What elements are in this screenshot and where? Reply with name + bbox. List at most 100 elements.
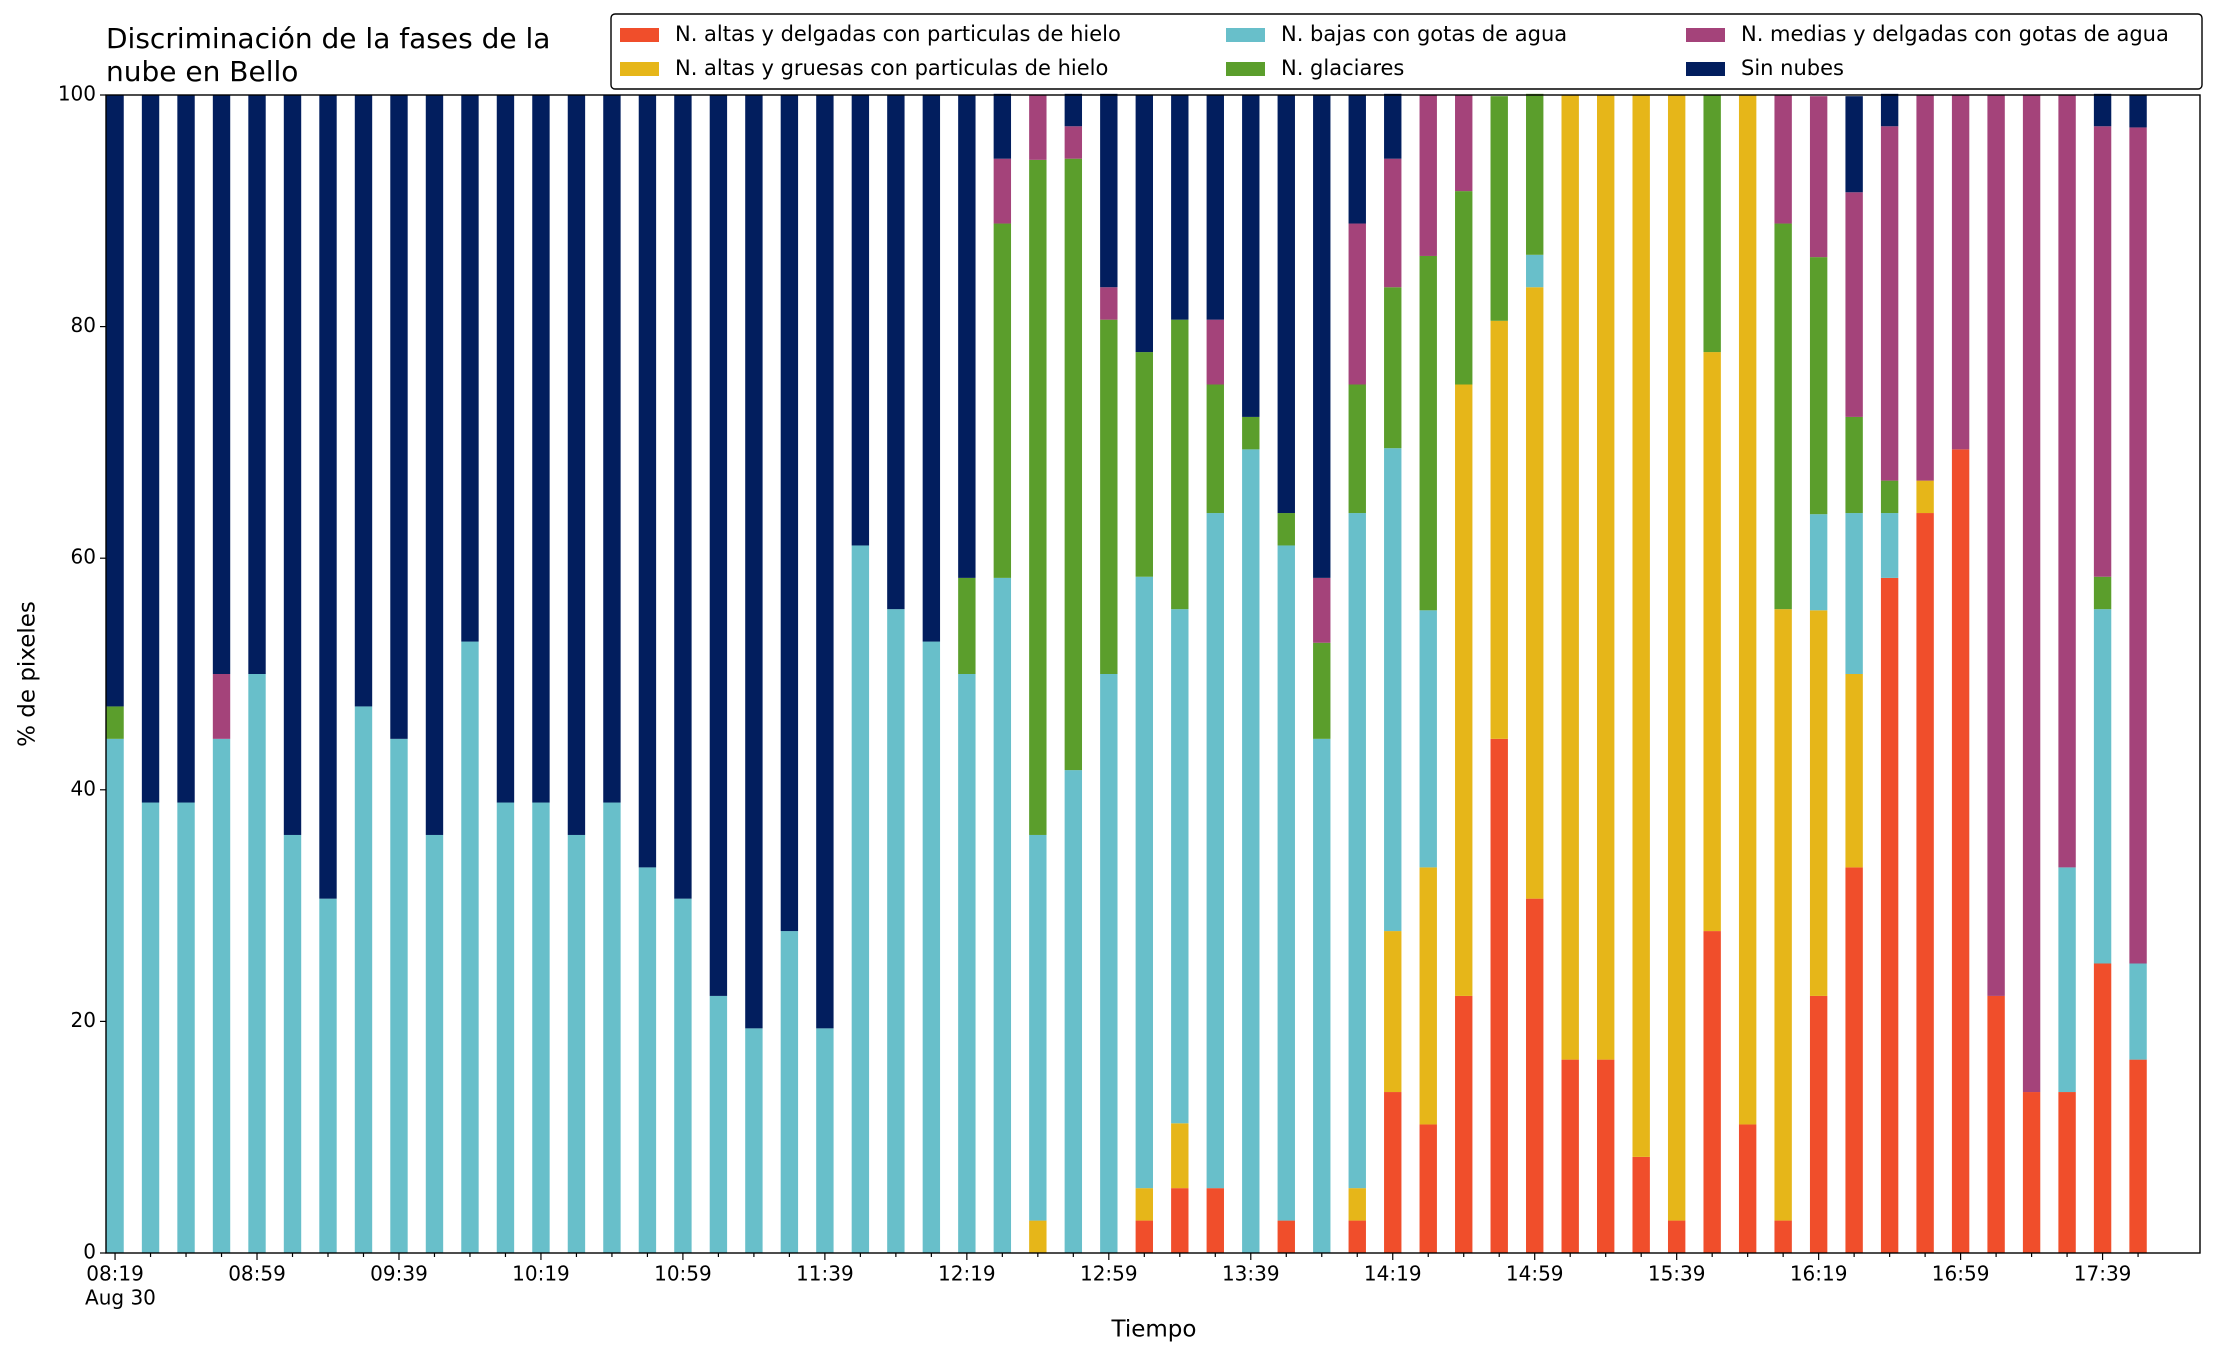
bar-segment <box>212 738 231 1253</box>
bar-segment <box>1703 931 1721 1253</box>
bar-segment <box>780 931 799 1253</box>
x-date-label: Aug 30 <box>85 1286 156 1310</box>
x-tick-label: 08:19 <box>86 1262 144 1286</box>
y-tick-label: 0 <box>83 1240 96 1264</box>
bar-segment <box>1455 95 1473 192</box>
bar-segment <box>1171 319 1189 610</box>
x-tick-label: 09:39 <box>370 1262 428 1286</box>
bar-segment <box>1455 995 1473 1253</box>
bar-segment <box>1738 95 1757 1125</box>
y-tick-label: 20 <box>71 1008 96 1032</box>
bar-segment <box>1561 1059 1579 1253</box>
bar-segment <box>887 609 905 1253</box>
bar-segment <box>745 1028 763 1253</box>
bar-segment <box>1100 93 1118 288</box>
bar-segment <box>1206 319 1224 385</box>
bar-segment <box>248 95 266 674</box>
bar-segment <box>1348 1220 1366 1253</box>
bar-segment <box>780 95 799 932</box>
bar-segment <box>1384 931 1402 1093</box>
bar-segment <box>1171 1123 1189 1189</box>
bar-segment <box>1206 384 1224 514</box>
bar-segment <box>922 95 941 642</box>
bar-segment <box>1880 513 1899 578</box>
bar-segment <box>1135 1188 1153 1221</box>
legend-box <box>610 13 2203 90</box>
bar-segment <box>1561 95 1579 1060</box>
bar-segment <box>141 95 160 803</box>
legend-swatch <box>620 62 659 76</box>
bar-segment <box>1135 95 1153 353</box>
bar-segment <box>1277 95 1295 514</box>
bar-segment <box>1738 1124 1757 1253</box>
bar-segment <box>887 95 905 610</box>
bar-segment <box>212 674 231 739</box>
x-tick-label: 13:39 <box>1222 1262 1280 1286</box>
bar-segment <box>2129 1059 2147 1253</box>
legend-label: N. altas y delgadas con particulas de hi… <box>675 22 1121 46</box>
bar-segment <box>1490 96 1508 321</box>
bar-segment <box>106 706 124 739</box>
bar-segment <box>1526 898 1544 1253</box>
bar-segment <box>851 95 870 546</box>
bar-segment <box>1809 514 1828 611</box>
legend-label: N. glaciares <box>1281 56 1404 80</box>
bar-segment <box>1951 449 1970 1253</box>
bar-segment <box>532 95 550 803</box>
x-tick-label: 16:59 <box>1932 1262 1990 1286</box>
bar-segment <box>816 95 834 1029</box>
bar-segment <box>1845 416 1863 514</box>
bar-segment <box>212 95 231 674</box>
x-tick-label: 12:59 <box>1080 1262 1138 1286</box>
bar-segment <box>1206 95 1224 320</box>
bar-segment <box>1774 1220 1792 1253</box>
bar-segment <box>425 834 444 1253</box>
bar-segment <box>2093 93 2112 127</box>
bar-segment <box>1064 770 1083 1253</box>
bar-segment <box>1419 610 1437 868</box>
bar-segment <box>2022 1092 2041 1253</box>
bar-segment <box>1242 95 1260 417</box>
bar-segment <box>1029 95 1047 160</box>
bar-segment <box>1384 1092 1402 1253</box>
bar-segment <box>1384 158 1402 288</box>
bar-segment <box>1632 1156 1650 1253</box>
bar-segment <box>141 802 160 1253</box>
bar-segment <box>1774 609 1792 1221</box>
bar-segment <box>1880 93 1899 127</box>
bar-segment <box>816 1028 834 1253</box>
bar-segment <box>1384 93 1402 159</box>
bar-segment <box>1809 257 1828 515</box>
bar-segment <box>2093 963 2112 1253</box>
legend-swatch <box>1686 62 1725 76</box>
bar-segment <box>958 577 976 674</box>
bar-segment <box>177 802 195 1253</box>
bar-segment <box>1419 1124 1437 1253</box>
bar-segment <box>1880 480 1899 514</box>
bar-segment <box>1242 416 1260 450</box>
bar-segment <box>1135 352 1153 577</box>
bar-segment <box>1774 223 1792 610</box>
bar-segment <box>851 545 870 1253</box>
bar-segment <box>1809 610 1828 996</box>
bar-segment <box>958 95 976 578</box>
bar-segment <box>709 95 728 996</box>
bar-segment <box>354 706 373 1253</box>
bar-segment <box>674 95 692 899</box>
bar-segment <box>1916 95 1934 481</box>
x-tick-label: 14:59 <box>1506 1262 1564 1286</box>
x-tick-label: 12:19 <box>938 1262 996 1286</box>
plot-frame <box>105 94 2201 1254</box>
bar-segment <box>1632 95 1650 1157</box>
bar-segment <box>248 674 266 1253</box>
bar-segment <box>1845 674 1863 868</box>
bar-segment <box>1348 95 1366 224</box>
legend-label: N. altas y gruesas con particulas de hie… <box>675 56 1108 80</box>
y-tick-label: 40 <box>71 776 96 800</box>
bar-segment <box>1809 995 1828 1253</box>
bar-segment <box>1880 577 1899 1253</box>
legend-swatch <box>1226 62 1265 76</box>
bar-segment <box>1987 95 2005 996</box>
bar-segment <box>2129 963 2147 1060</box>
bar-segment <box>1667 1220 1686 1253</box>
